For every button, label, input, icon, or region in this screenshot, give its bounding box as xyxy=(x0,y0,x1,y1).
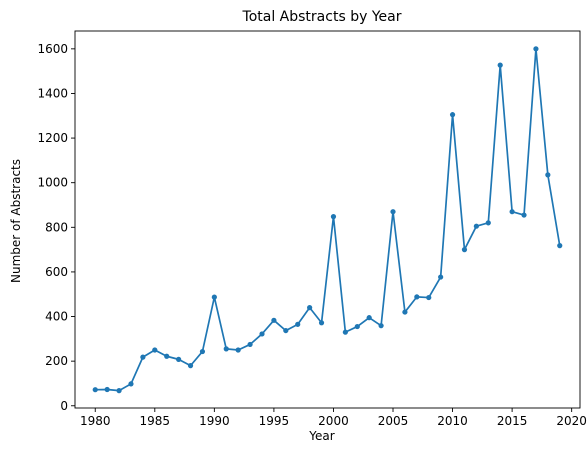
data-point xyxy=(176,356,182,362)
y-tick-label: 0 xyxy=(60,399,68,413)
data-point xyxy=(116,388,122,394)
data-point xyxy=(497,62,503,68)
y-tick-label: 1600 xyxy=(37,42,68,56)
data-point xyxy=(390,209,396,215)
chart-title: Total Abstracts by Year xyxy=(242,9,402,25)
x-tick-label: 1995 xyxy=(259,414,290,428)
data-point xyxy=(318,320,325,326)
axis-ticks: 1980 1985 1990 1995 2000 2005 2010 2015 2020 0 200… xyxy=(37,42,586,428)
data-point xyxy=(533,46,539,52)
data-point xyxy=(402,309,408,315)
data-point xyxy=(92,387,98,393)
x-tick-label: 2010 xyxy=(437,414,468,428)
data-point xyxy=(366,315,372,321)
data-point xyxy=(414,294,420,300)
data-point xyxy=(557,243,563,249)
data-point xyxy=(164,353,170,359)
data-point xyxy=(140,354,146,360)
data-point xyxy=(104,386,110,393)
data-point xyxy=(461,247,468,253)
x-tick-label: 2015 xyxy=(497,414,528,428)
data-point xyxy=(152,347,158,353)
data-point xyxy=(271,317,277,323)
data-point xyxy=(485,220,491,226)
data-point xyxy=(545,172,551,178)
y-tick-label: 200 xyxy=(45,354,68,368)
data-point xyxy=(223,346,229,352)
x-axis-label: Year xyxy=(308,429,334,443)
plot-frame xyxy=(74,30,581,409)
y-tick-label: 800 xyxy=(45,220,68,234)
data-point xyxy=(187,363,194,369)
data-point xyxy=(128,381,134,387)
data-point xyxy=(247,341,253,348)
data-point xyxy=(342,329,348,335)
series-layer xyxy=(92,46,563,394)
y-tick-label: 1000 xyxy=(37,176,68,190)
data-point xyxy=(330,214,337,220)
y-tick-label: 1400 xyxy=(37,86,68,100)
data-point xyxy=(473,223,479,229)
data-point xyxy=(521,212,527,218)
data-point xyxy=(438,274,444,280)
y-tick-label: 600 xyxy=(45,265,68,279)
data-point xyxy=(295,321,301,327)
data-point xyxy=(307,305,313,311)
data-point xyxy=(449,112,456,118)
series-line xyxy=(95,47,561,392)
x-tick-label: 1985 xyxy=(140,414,171,428)
x-tick-label: 1980 xyxy=(80,414,111,428)
data-point xyxy=(378,323,384,329)
data-point xyxy=(235,347,241,353)
x-tick-label: 2000 xyxy=(318,414,349,428)
x-tick-label: 1990 xyxy=(199,414,230,428)
y-tick-label: 400 xyxy=(45,310,68,324)
x-tick-label: 2020 xyxy=(556,414,587,428)
data-point xyxy=(354,323,360,330)
data-point xyxy=(259,331,265,337)
y-axis-label: Number of Abstracts xyxy=(9,159,23,283)
data-point xyxy=(426,294,432,301)
data-point xyxy=(509,209,515,215)
data-point xyxy=(199,348,206,355)
data-point xyxy=(211,294,217,300)
data-point xyxy=(283,327,289,334)
x-tick-label: 2005 xyxy=(378,414,409,428)
y-tick-label: 1200 xyxy=(37,131,68,145)
